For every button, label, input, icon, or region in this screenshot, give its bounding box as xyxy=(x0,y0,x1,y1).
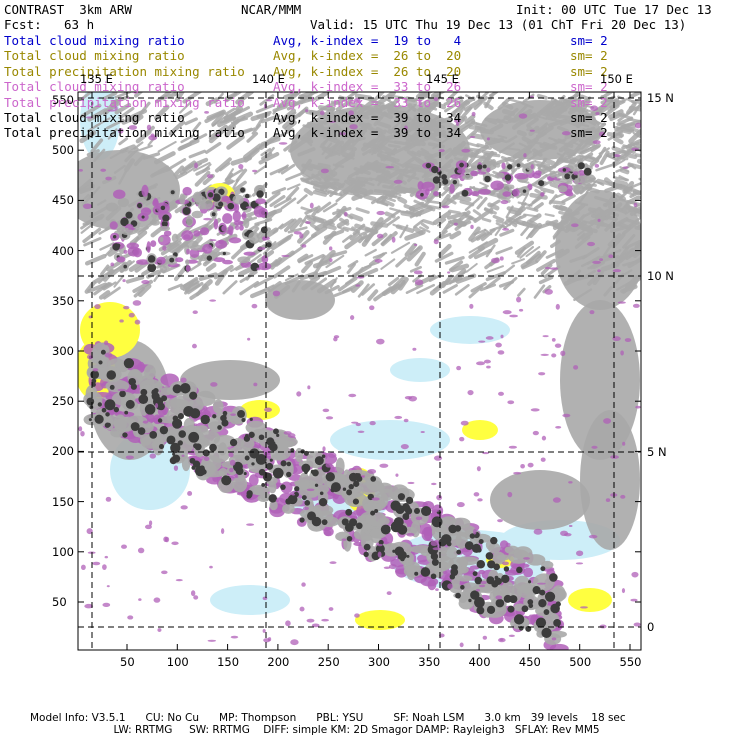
fcst-label: Fcst: xyxy=(4,17,42,32)
legend-field: Total cloud mixing ratio xyxy=(4,48,185,64)
legend-avg-range: Avg, k-index = 26 to 20 xyxy=(273,63,462,79)
legend-smoothing: sm= 2 xyxy=(570,33,608,48)
y-tick-label: 500 xyxy=(52,143,74,158)
latitude-label: 10 N xyxy=(647,269,674,283)
legend-smoothing: sm= 2 xyxy=(570,48,608,64)
y-tick-label: 300 xyxy=(52,344,74,358)
legend-field: Total precipitation mixing ratio xyxy=(4,94,245,110)
init-time: Init: 00 UTC Tue 17 Dec 13 xyxy=(516,2,712,17)
map-frame xyxy=(77,91,642,651)
x-tick-label: 500 xyxy=(569,655,592,669)
x-tick-label: 200 xyxy=(267,655,290,669)
cloud-field xyxy=(78,92,641,650)
longitude-label: 140 E xyxy=(252,72,285,86)
latitude-label: 15 N xyxy=(647,91,674,105)
x-tick-label: 250 xyxy=(317,655,340,669)
legend-field: Total cloud mixing ratio xyxy=(4,79,185,95)
legend-field: Total cloud mixing ratio xyxy=(4,110,185,125)
legend-avg-range: Avg, k-index = 26 to 20 xyxy=(273,48,462,64)
model-title: CONTRAST 3km ARW xyxy=(4,2,132,17)
y-tick-label: 550 xyxy=(52,93,74,107)
y-tick-label: 100 xyxy=(52,544,74,559)
x-tick-label: 300 xyxy=(368,655,390,669)
x-tick-label: 150 xyxy=(217,655,240,669)
legend-smoothing: sm= 2 xyxy=(570,125,608,141)
longitude-label: 145 E xyxy=(426,72,459,86)
legend-avg-range: Avg, k-index = 33 to 26 xyxy=(273,79,462,95)
x-tick-label: 350 xyxy=(418,655,441,669)
legend-field: Total precipitation mixing ratio xyxy=(4,125,245,141)
y-tick-label: 450 xyxy=(52,193,74,208)
legend-avg-range: Avg, k-index = 19 to 4 xyxy=(273,33,462,48)
longitude-label: 150 E xyxy=(600,72,633,86)
legend-avg-range: Avg, k-index = 33 to 26 xyxy=(273,94,462,110)
valid-time: Valid: 15 UTC Thu 19 Dec 13 (01 ChT Fri … xyxy=(310,17,687,32)
x-tick-label: 400 xyxy=(468,655,491,669)
legend-field: Total cloud mixing ratio xyxy=(4,33,185,48)
legend-smoothing: sm= 2 xyxy=(570,94,608,110)
y-tick-label: 250 xyxy=(52,394,74,409)
y-tick-label: 150 xyxy=(52,494,74,509)
latitude-label: 0 xyxy=(647,620,655,634)
y-tick-label: 200 xyxy=(52,444,74,459)
legend-avg-range: Avg, k-index = 39 to 34 xyxy=(273,110,462,125)
fcst-value: 63 h xyxy=(64,17,95,32)
x-tick-label: 450 xyxy=(518,655,541,669)
legend-smoothing: sm= 2 xyxy=(570,110,608,125)
x-tick-label: 50 xyxy=(120,655,135,669)
legend-smoothing: sm= 2 xyxy=(570,79,608,95)
org-label: NCAR/MMM xyxy=(241,2,302,17)
y-tick-label: 350 xyxy=(52,293,74,308)
x-tick-label: 100 xyxy=(166,655,189,669)
legend-field: Total precipitation mixing ratio xyxy=(4,63,245,79)
legend-smoothing: sm= 2 xyxy=(570,63,608,79)
model-info-line1: Model Info: V3.5.1 CU: No Cu MP: Thompso… xyxy=(30,712,626,724)
y-tick-label: 50 xyxy=(52,595,67,609)
model-info-line2: LW: RRTMG SW: RRTMG DIFF: simple KM: 2D … xyxy=(30,724,600,736)
legend-avg-range: Avg, k-index = 39 to 34 xyxy=(273,125,462,141)
latitude-label: 5 N xyxy=(647,445,667,459)
x-tick-label: 550 xyxy=(619,655,642,669)
y-tick-label: 400 xyxy=(52,243,74,258)
longitude-label: 135 E xyxy=(80,72,113,86)
